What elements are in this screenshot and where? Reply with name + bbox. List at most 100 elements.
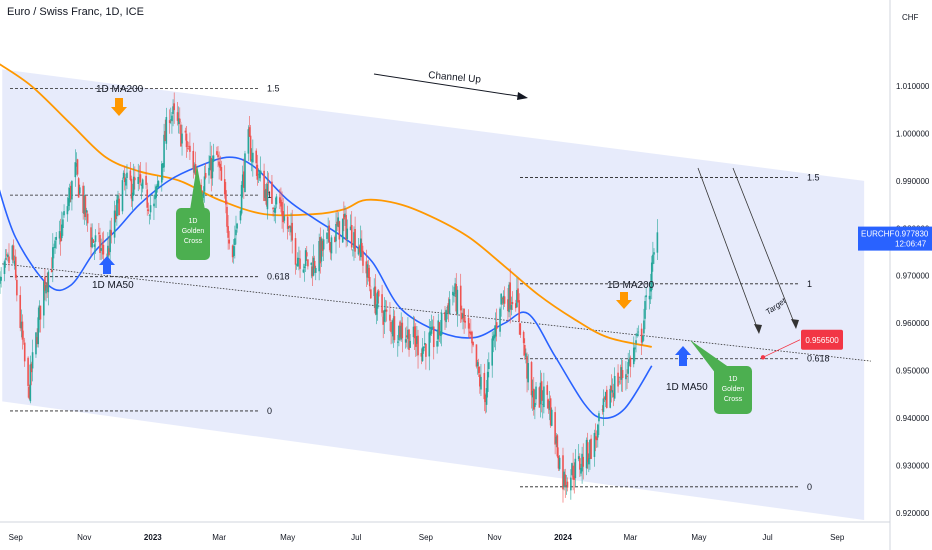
candle-body: [208, 167, 210, 176]
candle-body: [452, 291, 454, 296]
candle-body: [28, 386, 31, 399]
candle-body: [420, 353, 423, 357]
candle-body: [240, 184, 243, 214]
candle-body: [248, 127, 251, 137]
ma50-left-label: 1D MA50: [92, 280, 134, 291]
candle-body: [625, 374, 627, 380]
candle-body: [298, 258, 300, 259]
golden-cross-right-text: 1D: [729, 376, 738, 383]
candle-body: [366, 264, 369, 278]
candle-body: [547, 399, 550, 409]
candle-body: [634, 347, 636, 350]
candle-body: [91, 237, 93, 248]
candle-body: [132, 176, 135, 196]
candle-body: [145, 175, 147, 185]
candle-body: [585, 439, 588, 469]
x-tick-label: May: [691, 533, 706, 542]
candle-body: [272, 207, 274, 210]
candle-body: [45, 285, 47, 294]
x-tick-label: Jul: [762, 533, 772, 542]
candle-body: [461, 312, 463, 320]
candle-body: [382, 316, 384, 325]
target-price-badge: [801, 329, 843, 350]
candle-body: [511, 302, 514, 305]
candle-body: [107, 245, 109, 259]
candle-body: [98, 232, 100, 235]
candle-body: [218, 161, 220, 166]
candle-body: [472, 341, 474, 346]
candle-body: [185, 133, 188, 148]
candle-body: [187, 145, 190, 147]
candle-body: [432, 326, 435, 348]
candle-body: [53, 247, 55, 248]
candle-body: [139, 174, 142, 183]
candle-body: [228, 239, 231, 244]
candle-body: [310, 262, 313, 265]
fib-left-label-0.618: 0.618: [267, 272, 290, 282]
candle-body: [263, 170, 265, 201]
candle-body: [125, 178, 127, 186]
candle-body: [35, 332, 37, 355]
candle-body: [209, 156, 211, 170]
candle-body: [286, 216, 289, 229]
candle-body: [594, 436, 597, 440]
candle-body: [148, 215, 151, 216]
candle-body: [516, 290, 518, 308]
candle-body: [12, 245, 15, 261]
candle-body: [384, 309, 387, 312]
ma50-right-arrow: [675, 346, 691, 366]
candle-body: [632, 347, 635, 365]
candle-body: [304, 250, 307, 266]
candle-body: [653, 252, 655, 255]
candle-body: [491, 338, 493, 366]
candle-body: [223, 179, 226, 195]
candle-body: [543, 386, 545, 408]
candle-body: [417, 335, 419, 356]
candle-body: [571, 463, 573, 475]
candle-body: [90, 227, 92, 248]
candle-body: [291, 222, 293, 241]
y-tick-label: 0.930000: [896, 461, 930, 470]
candle-body: [538, 387, 541, 408]
ma200-top-label: 1D MA200: [96, 84, 144, 95]
candle-body: [439, 331, 442, 337]
candle-body: [526, 356, 528, 379]
candle-body: [499, 308, 501, 332]
candle-body: [409, 340, 411, 348]
candle-body: [573, 476, 576, 480]
channel-layer: [2, 69, 871, 520]
candle-body: [280, 199, 282, 207]
candle-body: [649, 286, 652, 292]
candle-body: [486, 371, 489, 392]
candle-body: [546, 385, 549, 395]
candle-body: [346, 228, 349, 240]
candle-body: [140, 184, 143, 186]
candle-body: [589, 439, 591, 459]
candle-body: [383, 310, 386, 322]
candle-body: [296, 257, 299, 267]
candle-body: [385, 309, 388, 312]
candle-body: [110, 230, 113, 236]
candle-body: [392, 318, 395, 337]
candle-body: [375, 304, 378, 315]
candle-body: [416, 335, 418, 344]
candle-body: [212, 155, 215, 162]
candle-body: [55, 236, 57, 240]
candle-body: [259, 170, 262, 174]
candle-body: [455, 283, 458, 312]
candle-body: [564, 474, 567, 487]
candle-body: [30, 363, 33, 373]
candle-body: [189, 145, 191, 152]
candle-body: [256, 164, 259, 180]
candle-body: [337, 217, 340, 227]
candle-body: [548, 401, 551, 411]
candle-body: [226, 206, 228, 227]
candle-body: [453, 293, 455, 297]
candle-body: [257, 174, 260, 176]
annotations-layer: Channel Up 1D MA200 1D MA50 1D Golden Cross 1D…: [92, 70, 843, 414]
candle-body: [603, 397, 606, 399]
candle-body: [405, 335, 408, 338]
candle-body: [336, 221, 338, 226]
candle-body: [250, 159, 253, 162]
